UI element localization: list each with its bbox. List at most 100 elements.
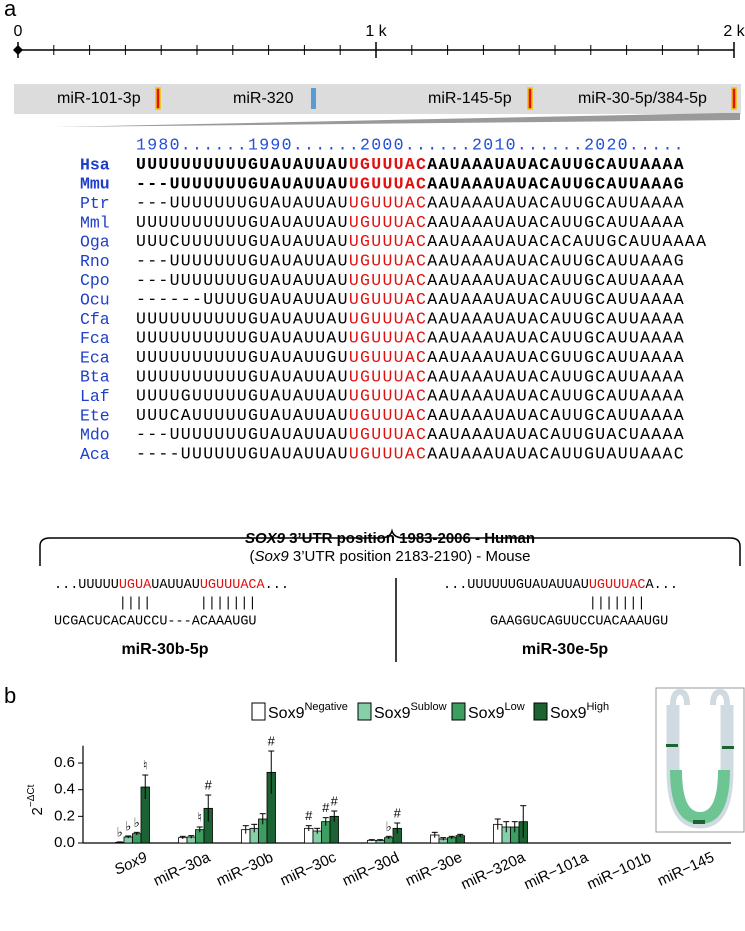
legend-swatch <box>533 702 548 721</box>
seq-site: UGUUUAC <box>349 252 427 271</box>
seq-site: UGUUUAC <box>349 406 427 425</box>
significance-marker: ♭ <box>125 818 131 833</box>
base-pairs: ||||||| <box>589 597 646 612</box>
seq-pre: ---UUUUUUUGUAUAUUAU <box>136 194 349 213</box>
legend-name: Sox9 <box>468 705 505 722</box>
seq-site: UGUUUAC <box>349 329 427 348</box>
bar <box>132 833 142 844</box>
significance-marker: ♮ <box>197 809 202 824</box>
utr-bar <box>14 84 741 114</box>
mrna-part: UAUUAU <box>151 578 200 593</box>
villus <box>670 688 690 706</box>
villus <box>710 688 730 706</box>
seq-site: UGUUUAC <box>349 155 427 174</box>
legend-sup: High <box>586 701 609 713</box>
seq-post: AAUAAAUAUACAUUGCAUUAAAG <box>427 252 685 271</box>
sox9-cell <box>666 744 678 747</box>
significance-marker: # <box>205 777 213 792</box>
seq-pre: UUUUUUUUUUGUAUAUUAU <box>136 310 349 329</box>
seq-pre: UUUCAUUUUUGUAUAUUAU <box>136 406 349 425</box>
significance-marker: ♭ <box>386 819 392 834</box>
y-label-base: 2 <box>29 807 46 815</box>
site-label: miR-30-5p/384-5p <box>578 90 707 107</box>
legend-label: Sox9Low <box>468 701 525 722</box>
y-tick-label: 0.2 <box>54 807 75 824</box>
sequence: ---UUUUUUUGUAUAUUAUUGUUUACAAUAAAUAUACAUU… <box>136 252 685 271</box>
seq-pre: UUUUUUUUUUGUAUAUUAU <box>136 329 349 348</box>
species: Oga <box>80 233 110 252</box>
paren: ( <box>250 548 255 565</box>
sequence: UUUUUUUUUUGUAUAUUAUUGUUUACAAUAAAUAUACAUU… <box>136 368 685 387</box>
seq-pre: UUUUUUUUUUGUAUAUUAU <box>136 213 349 232</box>
x-tick-label: miR−30d <box>340 849 402 890</box>
mrna-part: ... <box>265 578 289 593</box>
base-pairs: ||||||| <box>200 597 257 612</box>
bracket <box>39 528 741 566</box>
mrna-seq: ...UUUUUUGUAUAUUAUUGUUUACA... <box>443 578 678 593</box>
seq-post: AAUAAAUAUACGUUGCAUUAAAA <box>427 348 685 367</box>
mrna-part: UGUUUAC <box>589 578 646 593</box>
legend-swatch <box>451 702 466 721</box>
species: Fca <box>80 329 110 348</box>
scale-label: 0 <box>14 23 23 40</box>
site-label: miR-101-3p <box>57 90 141 107</box>
species: Eca <box>80 348 110 367</box>
seq-pre: UUUCUUUUUUGUAUAUUAU <box>136 233 349 252</box>
site-subtitle: (Sox9 3’UTR position 2183-2190) - Mouse <box>250 548 531 565</box>
seq-pre: ----UUUUUUGUAUAUUAU <box>136 445 349 464</box>
species: Hsa <box>80 155 110 174</box>
sequence: ---UUUUUUUGUAUAUUAUUGUUUACAAUAAAUAUACAUU… <box>136 271 685 290</box>
site-mark <box>311 88 316 109</box>
species: Ocu <box>80 290 110 309</box>
panel-label: b <box>4 683 16 708</box>
legend-sup: Low <box>504 701 524 713</box>
gene-name: SOX9 <box>245 530 286 547</box>
site-label: miR-320 <box>233 90 294 107</box>
x-tick-label: miR−30c <box>278 849 340 890</box>
x-tick-label: miR−145 <box>655 849 717 890</box>
legend-label: Sox9Negative <box>268 701 348 722</box>
site-subtitle-text: 3’UTR position 2183-2190) - Mouse <box>289 548 531 565</box>
seq-post: AAUAAAUAUACAUUGCAUUAAAA <box>427 290 685 309</box>
seq-site: UGUUUAC <box>349 213 427 232</box>
x-tick-label: Sox9 <box>112 849 151 879</box>
seq-site: UGUUUAC <box>349 194 427 213</box>
site-label: miR-145-5p <box>428 90 512 107</box>
seq-post: AAUAAAUAUACAUUGCAUUAAAA <box>427 406 685 425</box>
seq-site: UGUUUAC <box>349 445 427 464</box>
y-label-sup: −ΔCt <box>26 784 37 807</box>
legend-sup: Negative <box>304 701 347 713</box>
mrna-seq: ...UUUUUUGUAUAUUAUUGUUUACA... <box>54 578 289 593</box>
y-tick-label: 0.6 <box>54 754 75 771</box>
panel-label: a <box>4 0 17 21</box>
significance-marker: # <box>305 808 313 823</box>
mrna-part: ...UUUUU <box>54 578 119 593</box>
seq-post: AAUAAAUAUACAUUGCAUUAAAA <box>427 194 685 213</box>
sequence: UUUUUUUUUUGUAUAUUAUUGUUUACAAUAAAUAUACAUU… <box>136 329 685 348</box>
gene-name: Sox9 <box>255 548 290 565</box>
x-tick-label: miR−30a <box>151 849 214 890</box>
seq-site: UGUUUAC <box>349 233 427 252</box>
seq-post: AAUAAAUAUACAUUGCAUUAAAA <box>427 155 685 174</box>
species: Ete <box>80 406 110 425</box>
seq-pre: ---UUUUUUUGUAUAUUAU <box>136 426 349 445</box>
legend-swatch <box>251 702 266 721</box>
mirna-name: miR-30e-5p <box>522 641 608 658</box>
legend-sup: Sublow <box>410 701 446 713</box>
seq-post: AAUAAAUAUACAUUGCAUUAAAA <box>427 368 685 387</box>
site-title-text: 3’UTR position 1983-2006 - Human <box>285 530 535 547</box>
sequence: UUUCUUUUUUGUAUAUUAUUGUUUACAAUAAAUAUACACA… <box>136 233 707 252</box>
position-ruler: 1980......1990......2000......2010......… <box>136 135 685 154</box>
seq-post: AAUAAAUAUACAUUGCAUUAAAA <box>427 213 685 232</box>
sequence: ----UUUUUUGUAUAUUAUUGUUUACAAUAAAUAUACAUU… <box>136 445 685 464</box>
significance-marker: # <box>268 733 276 748</box>
sequence: ------UUUUGUAUAUUAUUGUUUACAAUAAAUAUACAUU… <box>136 290 685 309</box>
seq-pre: ---UUUUUUUGUAUAUUAU <box>136 175 349 194</box>
y-axis-label: 2−ΔCt <box>26 784 46 815</box>
seq-post: AAUAAAUAUACAUUGCAUUAAAA <box>427 271 685 290</box>
legend-name: Sox9 <box>374 705 411 722</box>
species: Laf <box>80 387 110 406</box>
significance-marker: # <box>394 805 402 820</box>
seq-site: UGUUUAC <box>349 348 427 367</box>
